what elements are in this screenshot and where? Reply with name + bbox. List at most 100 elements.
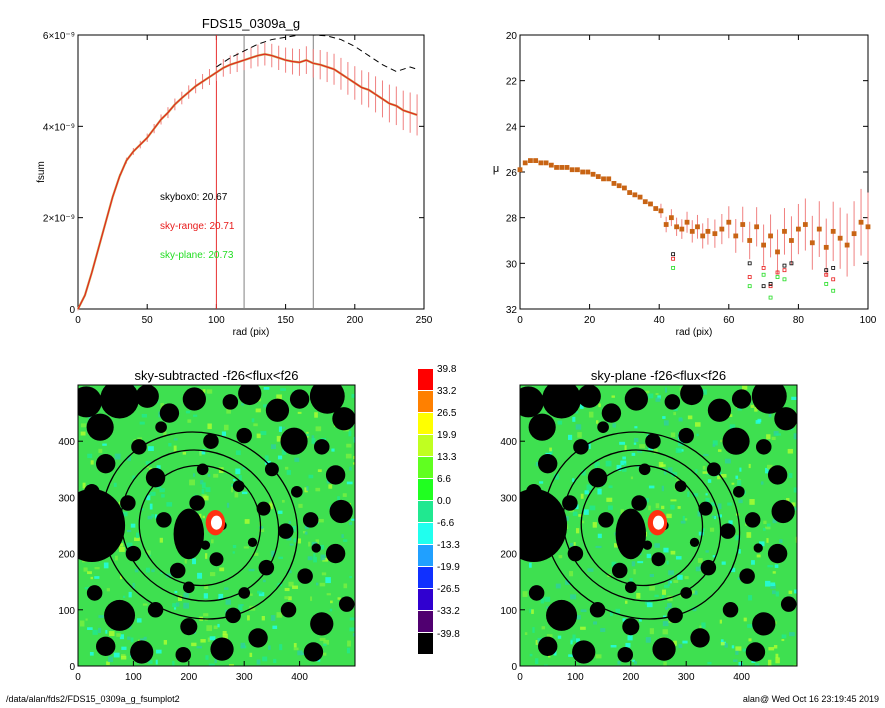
noise-speck [222,633,228,640]
data-point [671,265,676,270]
noise-speck [662,629,668,635]
y-tick-label: 4×10⁻⁹ [43,122,75,133]
colorbar-swatch [418,611,433,632]
x-tick-label: 100 [208,315,225,326]
noise-speck [134,537,140,542]
mask-blob [100,385,139,419]
colorbar-label: -39.8 [437,629,460,640]
isophote-ellipse [543,431,741,620]
noise-speck [320,554,326,561]
data-point [789,238,794,243]
galaxy-mask [173,508,205,560]
colorbar-label: 6.6 [437,474,451,485]
mask-blob [528,585,545,601]
noise-speck [689,590,695,594]
noise-speck [168,443,172,447]
data-point [658,208,664,214]
noise-speck [537,638,540,644]
noise-speck [701,389,707,395]
noise-speck [655,503,660,509]
panel-title: sky-subtracted -f26<flux<f26 [134,368,298,383]
noise-speck [160,403,165,409]
noise-speck [528,562,532,568]
data-point [642,199,648,205]
noise-speck [242,467,246,470]
noise-speck [793,433,797,440]
mask-blob [528,413,556,441]
colorbar-label: -26.5 [437,584,460,595]
y-tick-label: 20 [506,31,518,42]
noise-speck [633,661,637,665]
noise-speck [768,413,772,418]
noise-speck [208,663,215,666]
noise-speck [207,423,212,430]
mask-blob [175,647,192,663]
mask-blob [86,585,103,601]
data-point [554,165,559,170]
y-tick-label: 300 [500,493,517,504]
noise-speck [794,589,797,594]
mask-blob [297,568,313,584]
noise-speck [115,555,118,561]
noise-speck [155,486,162,489]
noise-speck [284,466,289,470]
y-axis-label: μ [493,163,499,175]
noise-speck [607,505,613,510]
noise-speck [79,620,85,627]
data-point [782,263,787,268]
mask-blob [538,636,558,657]
galaxy-mask [615,508,647,560]
noise-speck [293,538,299,543]
colorbar-label: -6.6 [437,518,455,529]
y-tick-label: 200 [500,550,517,561]
noise-speck [251,418,255,423]
noise-speck [122,511,128,517]
noise-speck [240,642,246,649]
noise-speck [570,640,573,645]
mask-blob [767,465,788,485]
mask-blob [78,386,102,418]
mask-blob [680,385,704,406]
y-tick-label: 400 [500,437,517,448]
noise-speck [193,414,198,417]
noise-speck [317,469,322,472]
noise-speck [682,515,685,521]
noise-speck [331,448,335,452]
noise-speck [631,452,636,456]
noise-speck [595,654,602,659]
noise-speck [172,603,178,607]
noise-speck [693,590,698,595]
mask-blob [638,463,651,476]
noise-speck [664,469,667,475]
noise-speck [569,509,575,513]
noise-speck [89,651,94,656]
mask-blob [745,642,766,662]
mask-blob [664,394,681,410]
noise-speck [597,533,602,539]
noise-speck [705,497,710,503]
noise-speck [297,411,302,414]
noise-speck [572,511,578,516]
noise-speck [318,518,324,523]
noise-speck [766,538,769,543]
noise-speck [738,549,741,554]
noise-speck [581,520,585,524]
noise-speck [218,593,224,599]
noise-speck [663,547,669,553]
noise-speck [294,457,300,462]
colorbar-swatch [418,457,433,478]
noise-speck [298,503,303,508]
noise-speck [557,420,563,425]
noise-speck [116,633,121,637]
noise-speck [644,390,650,394]
x-tick-label: 300 [678,672,695,683]
noise-speck [102,443,107,446]
mask-blob [310,612,334,636]
data-point [782,277,787,282]
x-tick-label: 60 [723,315,735,326]
x-tick-label: 200 [622,672,639,683]
noise-speck [587,443,591,450]
mask-blob [302,512,319,528]
noise-speck [261,616,265,621]
noise-speck [150,491,156,496]
